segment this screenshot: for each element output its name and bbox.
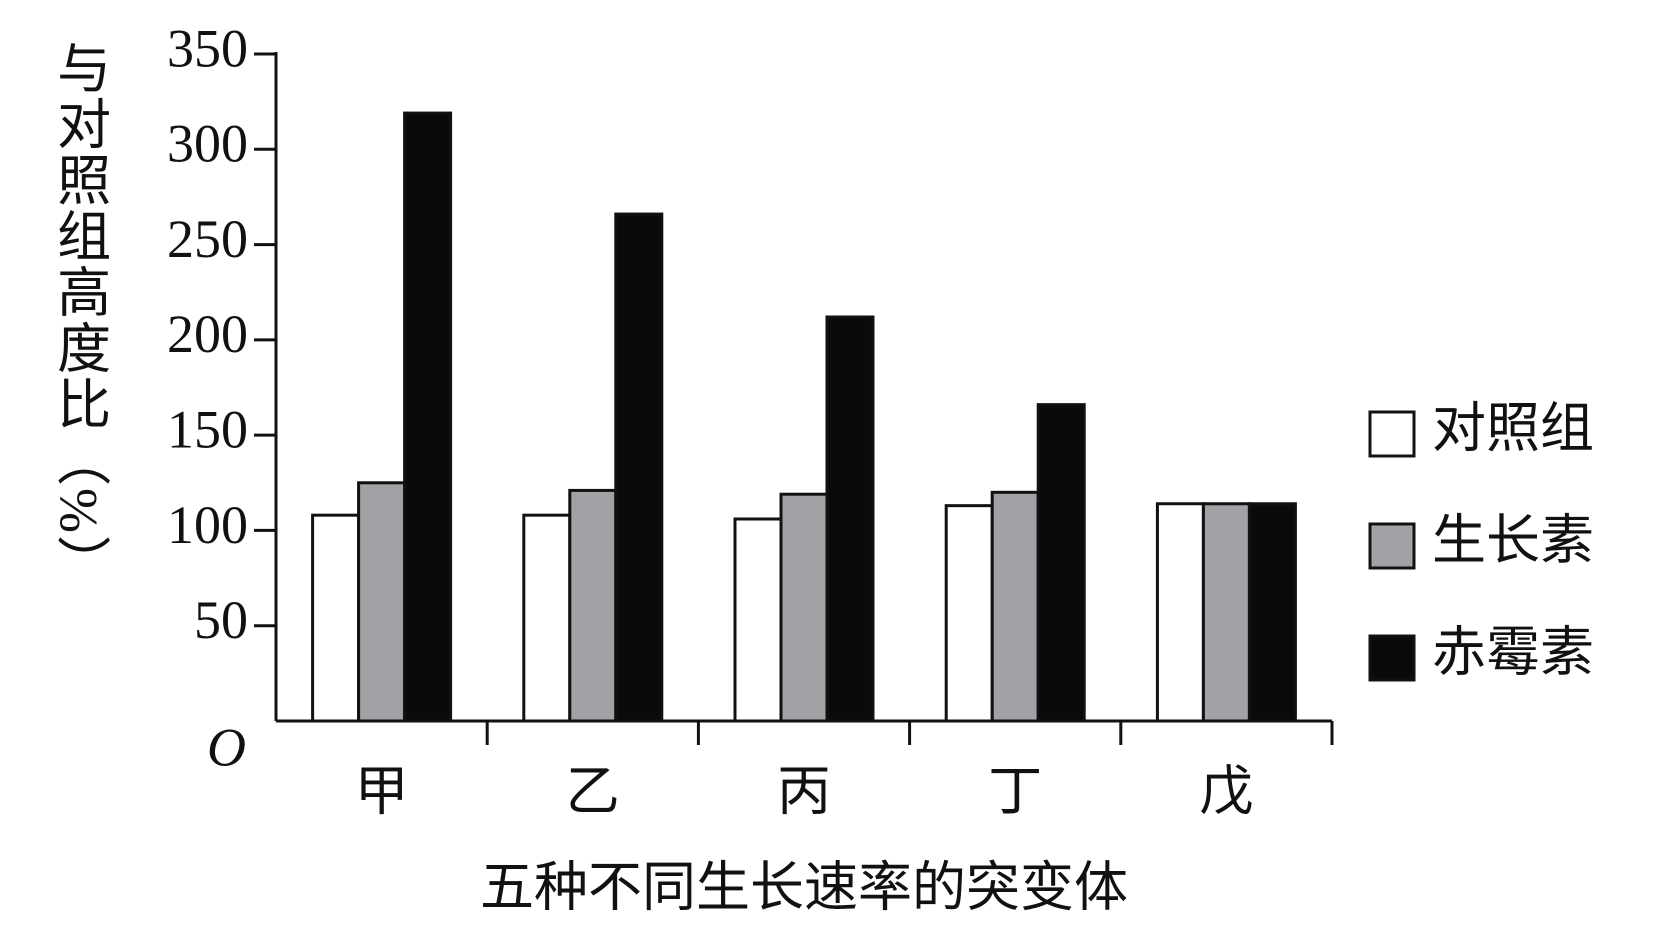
- bar: [1247, 502, 1297, 723]
- bar: [990, 490, 1040, 723]
- x-tick-label: 丙: [777, 761, 831, 821]
- origin-label: O: [207, 717, 246, 777]
- bar: [733, 517, 783, 723]
- x-tick-label: 丁: [988, 761, 1042, 821]
- x-tick-label: 甲: [355, 761, 409, 821]
- y-tick-label: 350: [167, 18, 248, 78]
- bar: [1155, 502, 1205, 723]
- legend-swatch: [1368, 522, 1416, 570]
- bar: [311, 513, 361, 723]
- bar: [403, 111, 453, 723]
- bar: [944, 504, 994, 723]
- bar: [614, 212, 664, 723]
- legend-label: 对照组: [1432, 398, 1594, 458]
- x-tick-label: 戊: [1199, 761, 1253, 821]
- bar: [357, 481, 407, 723]
- legend-label: 生长素: [1432, 510, 1594, 570]
- bar: [825, 315, 875, 723]
- legend-swatch: [1368, 634, 1416, 682]
- legend-label: 赤霉素: [1432, 622, 1594, 682]
- x-tick-label: 乙: [566, 761, 620, 821]
- y-axis-title: 与对照组高度比（%）: [49, 40, 110, 591]
- bar: [568, 488, 618, 723]
- y-tick-label: 200: [167, 304, 248, 364]
- y-tick-label: 100: [167, 495, 248, 555]
- y-tick-label: 300: [167, 114, 248, 174]
- legend-swatch: [1368, 410, 1416, 458]
- bar: [1201, 502, 1251, 723]
- bar: [1036, 403, 1086, 723]
- bar: [779, 492, 829, 723]
- bar: [522, 513, 572, 723]
- x-axis-title: 五种不同生长速率的突变体: [480, 857, 1128, 917]
- y-tick-label: 50: [194, 590, 248, 650]
- y-tick-label: 250: [167, 209, 248, 269]
- y-tick-label: 150: [167, 400, 248, 460]
